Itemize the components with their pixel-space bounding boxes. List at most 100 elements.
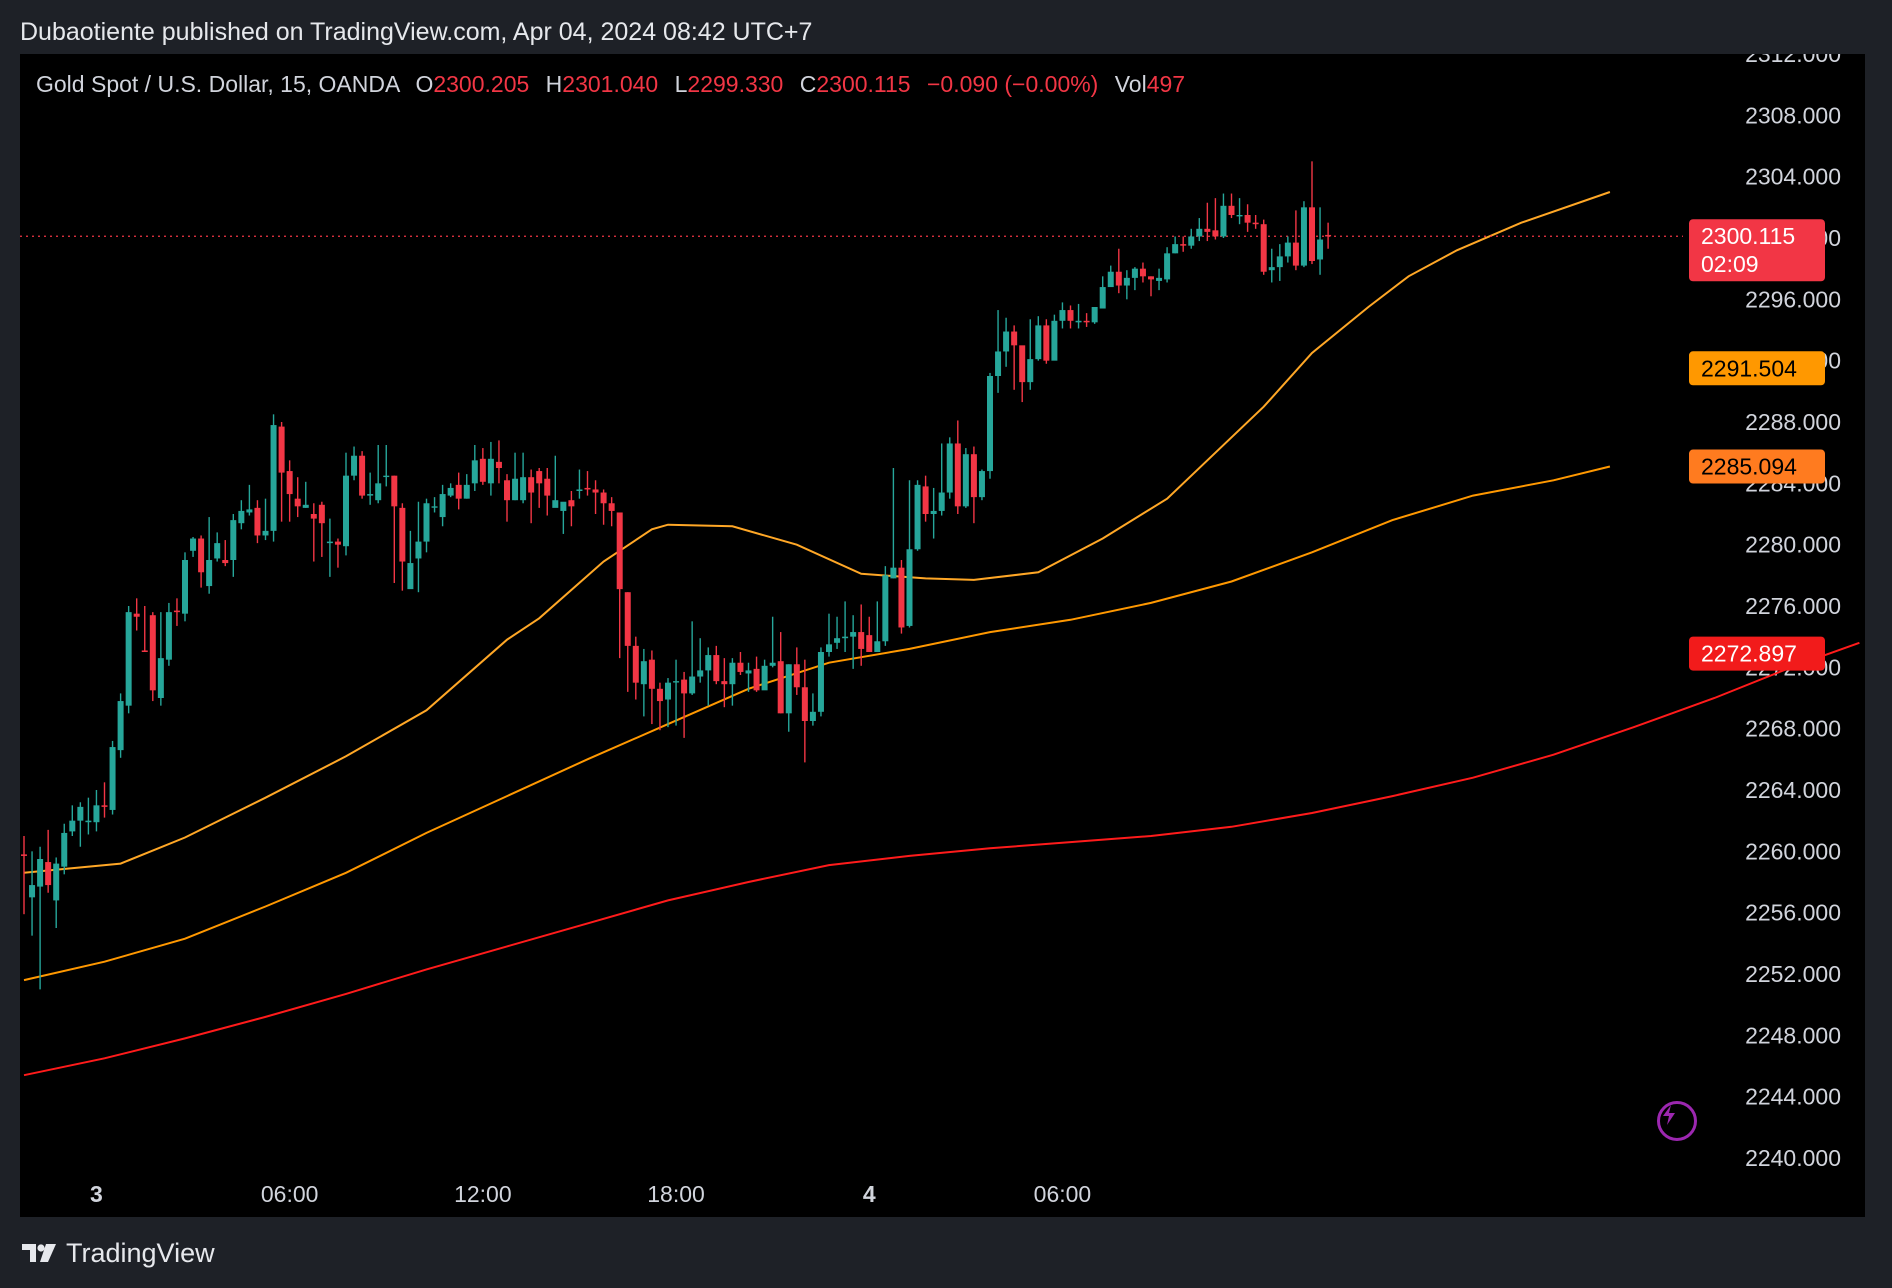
current-price-tag: 02:09 bbox=[1701, 251, 1759, 277]
ema-slow-line bbox=[23, 641, 1860, 1077]
candle-down bbox=[141, 650, 148, 652]
low-value: 2299.330 bbox=[687, 71, 784, 97]
lightning-icon[interactable] bbox=[1657, 1101, 1697, 1141]
candle-up bbox=[1236, 215, 1243, 217]
y-tick-label: 2280.000 bbox=[1745, 532, 1841, 558]
candle-down bbox=[536, 471, 543, 484]
candle-up bbox=[29, 885, 36, 898]
candle-down bbox=[584, 487, 591, 490]
candle-down bbox=[713, 655, 720, 682]
candle-up bbox=[1276, 256, 1283, 268]
candle-down bbox=[149, 615, 156, 691]
candle-down bbox=[544, 478, 551, 496]
candle-up bbox=[1051, 320, 1058, 361]
candle-up bbox=[1091, 307, 1098, 323]
candle-down bbox=[399, 507, 406, 562]
candle-down bbox=[656, 688, 663, 702]
high-value: 2301.040 bbox=[562, 71, 659, 97]
candle-down bbox=[286, 471, 293, 495]
y-tick-label: 2308.000 bbox=[1745, 102, 1841, 128]
tradingview-logo-icon bbox=[22, 1244, 56, 1262]
ema-mid-tag-bg bbox=[1689, 449, 1825, 484]
candle-down bbox=[1244, 215, 1251, 223]
candle-up bbox=[1131, 268, 1138, 278]
candle-down bbox=[479, 458, 486, 482]
candle-up bbox=[576, 489, 583, 491]
candle-up bbox=[383, 475, 390, 478]
y-tick-label: 2244.000 bbox=[1745, 1084, 1841, 1110]
candle-down bbox=[793, 664, 800, 688]
candle-up bbox=[157, 658, 164, 698]
candle-down bbox=[970, 454, 977, 498]
candle-down bbox=[1115, 271, 1122, 286]
brand-name: TradingView bbox=[66, 1237, 215, 1268]
candle-up bbox=[673, 681, 680, 683]
candle-up bbox=[560, 501, 567, 511]
candle-up bbox=[238, 510, 245, 524]
candle-up bbox=[471, 460, 478, 484]
candlestick-chart[interactable]: 2312.0002308.0002304.0002300.0002296.000… bbox=[20, 54, 1865, 1217]
candle-up bbox=[367, 494, 374, 496]
candle-up bbox=[705, 655, 712, 671]
y-tick-label: 2252.000 bbox=[1745, 961, 1841, 987]
candle-down bbox=[222, 560, 229, 564]
candle-down bbox=[1139, 268, 1146, 277]
candle-down bbox=[310, 514, 317, 519]
candle-up bbox=[1268, 267, 1275, 271]
candle-down bbox=[721, 681, 728, 685]
candle-down bbox=[737, 662, 744, 672]
candle-up bbox=[1003, 331, 1010, 352]
open-value: 2300.205 bbox=[433, 71, 530, 97]
candle-up bbox=[1220, 205, 1227, 237]
candle-up bbox=[906, 549, 913, 626]
y-tick-label: 2312.000 bbox=[1745, 54, 1841, 67]
candle-up bbox=[262, 530, 269, 536]
y-tick-label: 2296.000 bbox=[1745, 286, 1841, 312]
candle-down bbox=[21, 854, 27, 856]
y-tick-label: 2276.000 bbox=[1745, 593, 1841, 619]
candle-up bbox=[946, 443, 953, 493]
candle-down bbox=[1067, 310, 1074, 321]
chart-area[interactable]: 2312.0002308.0002304.0002300.0002296.000… bbox=[20, 54, 1865, 1217]
candle-up bbox=[447, 487, 454, 496]
x-tick-label: 18:00 bbox=[647, 1181, 705, 1207]
candle-down bbox=[1260, 224, 1267, 272]
candle-down bbox=[359, 455, 366, 496]
candle-up bbox=[270, 425, 277, 531]
candle-down bbox=[1011, 331, 1018, 346]
candle-up bbox=[512, 478, 519, 501]
y-tick-label: 2248.000 bbox=[1745, 1022, 1841, 1048]
x-tick-label: 3 bbox=[90, 1181, 103, 1207]
candle-down bbox=[495, 461, 502, 468]
y-tick-label: 2260.000 bbox=[1745, 838, 1841, 864]
candle-up bbox=[938, 492, 945, 511]
candle-up bbox=[423, 503, 430, 542]
change-value: −0.090 (−0.00%) bbox=[927, 71, 1099, 97]
y-tick-label: 2268.000 bbox=[1745, 716, 1841, 742]
candle-up bbox=[351, 455, 358, 476]
close-value: 2300.115 bbox=[816, 71, 911, 97]
low-label: L bbox=[674, 71, 688, 97]
candle-up bbox=[1196, 228, 1203, 237]
candle-up bbox=[431, 506, 438, 508]
open-label: O bbox=[415, 71, 434, 97]
ema-mid-line bbox=[23, 465, 1611, 982]
candle-down bbox=[173, 610, 180, 613]
candle-up bbox=[463, 484, 470, 499]
candle-up bbox=[53, 863, 60, 901]
candle-up bbox=[109, 747, 116, 810]
symbol-title[interactable]: Gold Spot / U.S. Dollar, 15, OANDA bbox=[36, 71, 400, 97]
candle-down bbox=[592, 489, 599, 493]
ema-fast-tag: 2291.504 bbox=[1701, 355, 1797, 381]
candle-up bbox=[1075, 320, 1082, 323]
candle-down bbox=[1204, 228, 1211, 232]
candle-up bbox=[1284, 242, 1291, 257]
candle-up bbox=[1300, 207, 1307, 266]
publisher-info: Dubaotiente published on TradingView.com… bbox=[20, 18, 813, 46]
candle-down bbox=[954, 443, 961, 507]
candle-up bbox=[987, 376, 993, 472]
candle-up bbox=[85, 820, 92, 823]
candle-down bbox=[858, 632, 865, 649]
candle-down bbox=[1252, 222, 1259, 225]
candle-up bbox=[729, 662, 736, 685]
